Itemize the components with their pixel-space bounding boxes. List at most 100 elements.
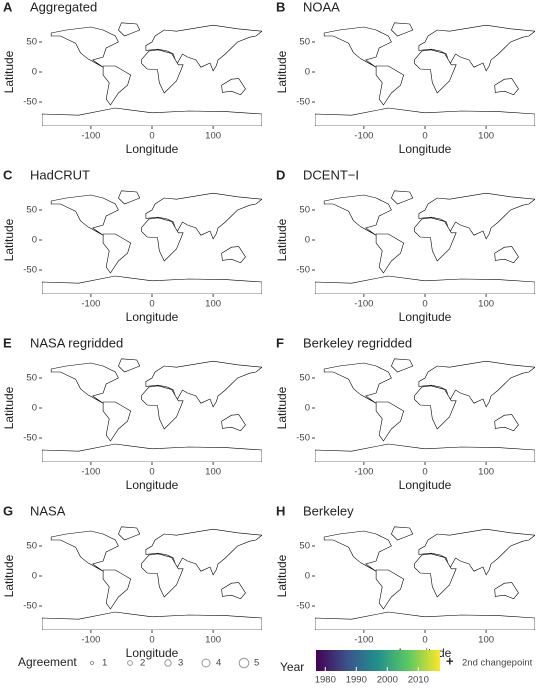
x-tick-label: -100: [81, 635, 100, 646]
x-tick-label: -100: [81, 467, 100, 478]
x-axis-label: Longitude: [399, 142, 452, 156]
map-panel: C HadCRUT -100 0 100 50 0 -50 Longitude Latitude: [2, 167, 262, 324]
y-tick-label: 0: [32, 235, 37, 246]
year-title: Year: [280, 660, 304, 674]
map-panel: A Aggregated -100 0 100 50 0 -50 Longitude Latitu…: [2, 0, 262, 156]
y-tick-label: 50: [26, 373, 37, 384]
y-tick-label: 50: [26, 541, 37, 552]
map-panel: G NASA -100 0 100 50 0 -50 Longitude Latitude: [2, 503, 262, 660]
agreement-title: Agreement: [18, 655, 77, 669]
y-tick-label: -50: [296, 433, 310, 444]
x-tick-label: -100: [354, 467, 373, 478]
y-tick-label: 0: [305, 403, 310, 414]
y-axis-label: Latitude: [275, 554, 289, 597]
x-axis-label: Longitude: [126, 646, 179, 660]
world-map: [42, 358, 262, 462]
x-axis-label: Longitude: [126, 310, 179, 324]
panel-title: Aggregated: [30, 0, 97, 14]
colorbar-tick-label: 1980: [315, 675, 336, 685]
panel-letter: H: [276, 503, 285, 518]
changepoint-label: 2nd changepoint: [462, 658, 533, 669]
agreement-level: 4: [216, 658, 221, 669]
agreement-level: 3: [178, 658, 183, 669]
agreement-symbol: [89, 660, 95, 666]
colorbar-tick-label: 2000: [377, 675, 398, 685]
map-panel: E NASA regridded -100 0 100 50 0 -50 Longitude La…: [2, 335, 262, 492]
y-axis-label: Latitude: [275, 50, 289, 93]
x-tick-label: -100: [354, 131, 373, 142]
x-tick-label: 100: [205, 131, 221, 142]
x-tick-label: 0: [149, 131, 154, 142]
colorbar-tick-label: 1990: [346, 675, 367, 685]
y-tick-label: 0: [32, 67, 37, 78]
x-tick-label: 100: [478, 635, 494, 646]
panel-title: HadCRUT: [30, 167, 90, 182]
agreement-symbol: [127, 660, 133, 666]
world-map: [315, 358, 535, 462]
panel-letter: G: [3, 503, 13, 518]
y-tick-label: -50: [23, 265, 37, 276]
x-axis-label: Longitude: [126, 478, 179, 492]
agreement-level: 5: [254, 658, 259, 669]
y-tick-label: 50: [26, 205, 37, 216]
panel-letter: E: [3, 335, 12, 350]
agreement-symbol: [164, 659, 172, 667]
y-tick-label: -50: [23, 601, 37, 612]
x-tick-label: 0: [422, 131, 427, 142]
x-tick-label: 100: [205, 467, 221, 478]
panel-letter: A: [3, 0, 13, 14]
panel-title: NASA: [30, 503, 66, 518]
y-tick-label: -50: [296, 265, 310, 276]
y-tick-label: 0: [32, 403, 37, 414]
x-tick-label: 100: [205, 635, 221, 646]
panel-title: NASA regridded: [30, 335, 123, 350]
x-tick-label: -100: [354, 635, 373, 646]
x-axis-label: Longitude: [399, 310, 452, 324]
panel-title: NOAA: [303, 0, 340, 14]
x-tick-label: -100: [81, 131, 100, 142]
agreement-symbol: [238, 657, 250, 669]
y-tick-label: 0: [305, 235, 310, 246]
x-tick-label: 0: [149, 299, 154, 310]
x-tick-label: 0: [149, 635, 154, 646]
map-panel: B NOAA -100 0 100 50 0 -50 Longitude Latitude: [275, 0, 535, 156]
y-axis-label: Latitude: [2, 386, 16, 429]
y-axis-label: Latitude: [2, 554, 16, 597]
y-axis-label: Latitude: [275, 386, 289, 429]
y-tick-label: 50: [26, 37, 37, 48]
y-tick-label: -50: [23, 433, 37, 444]
panel-title: Berkeley regridded: [303, 335, 412, 350]
y-tick-label: -50: [296, 601, 310, 612]
world-map: [315, 526, 535, 630]
y-axis-label: Latitude: [275, 218, 289, 261]
panel-title: Berkeley: [303, 503, 354, 518]
x-tick-label: 0: [149, 467, 154, 478]
y-tick-label: 50: [299, 37, 310, 48]
y-tick-label: 50: [299, 541, 310, 552]
x-tick-label: 100: [205, 299, 221, 310]
x-axis-label: Longitude: [399, 478, 452, 492]
colorbar-tick-label: 2010: [408, 675, 429, 685]
x-tick-label: 0: [422, 635, 427, 646]
y-axis-label: Latitude: [2, 50, 16, 93]
panel-letter: B: [276, 0, 285, 14]
map-panel: D DCENT−I -100 0 100 50 0 -50 Longitude Latitude: [275, 167, 535, 324]
changepoint-symbol: +: [446, 653, 454, 668]
y-tick-label: 50: [299, 373, 310, 384]
world-map: [42, 190, 262, 294]
x-tick-label: -100: [81, 299, 100, 310]
panel-title: DCENT−I: [303, 167, 359, 182]
x-tick-label: 0: [422, 467, 427, 478]
y-tick-label: -50: [23, 97, 37, 108]
y-tick-label: 50: [299, 205, 310, 216]
world-map: [42, 526, 262, 630]
x-axis-label: Longitude: [126, 142, 179, 156]
world-map: [315, 22, 535, 126]
y-tick-label: 0: [305, 571, 310, 582]
y-axis-label: Latitude: [2, 218, 16, 261]
x-tick-label: 100: [478, 467, 494, 478]
panel-letter: C: [3, 167, 13, 182]
y-tick-label: 0: [305, 67, 310, 78]
